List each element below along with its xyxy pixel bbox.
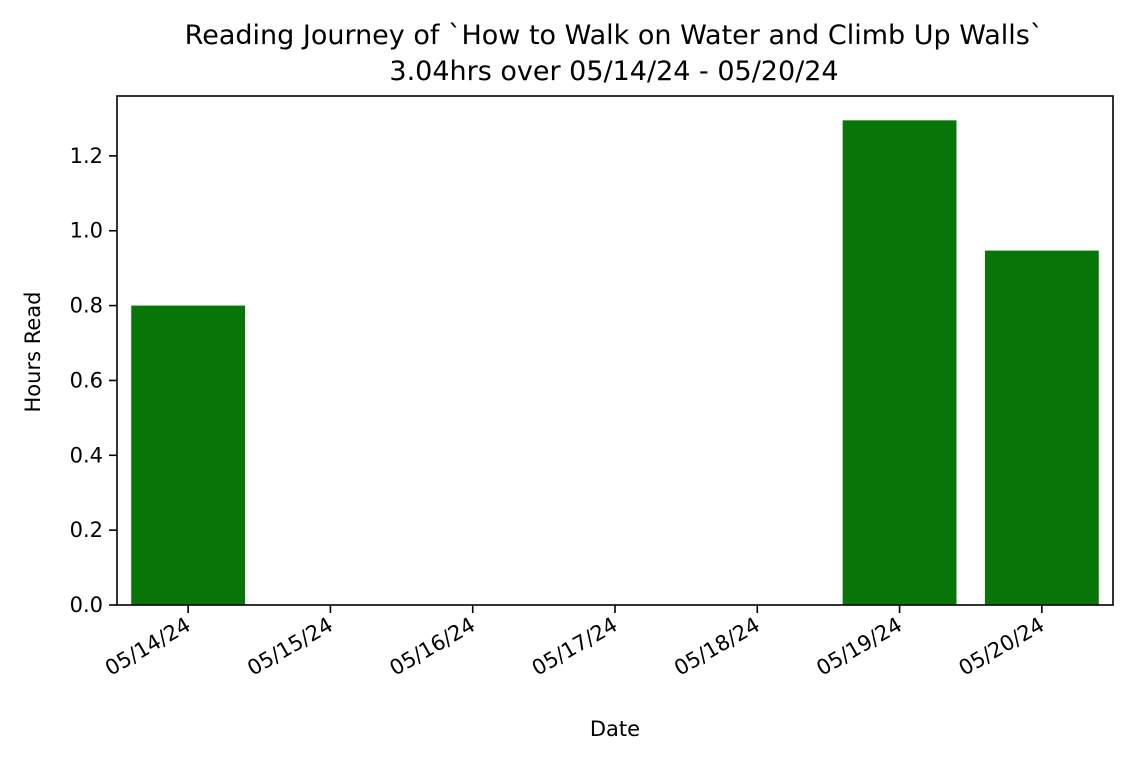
plot-frame <box>116 95 1114 606</box>
chart-subtitle: 3.04hrs over 05/14/24 - 05/20/24 <box>389 56 838 87</box>
x-tick-label: 05/18/24 <box>670 613 764 681</box>
y-tick-label: 0.0 <box>70 593 103 617</box>
bar-05-19-24 <box>842 120 957 605</box>
y-axis-label: Hours Read <box>21 292 45 413</box>
x-tick-label: 05/14/24 <box>101 613 195 681</box>
chart-title: Reading Journey of `How to Walk on Water… <box>185 20 1044 51</box>
bars-group <box>131 120 1099 605</box>
y-tick-label: 0.6 <box>70 368 103 392</box>
x-tick-label: 05/15/24 <box>243 613 337 681</box>
bar-05-14-24 <box>131 305 246 605</box>
x-tick-label: 05/19/24 <box>812 613 906 681</box>
x-tick-label: 05/17/24 <box>528 613 622 681</box>
y-tick-label: 0.8 <box>70 294 103 318</box>
y-tick-label: 1.2 <box>70 144 103 168</box>
y-tick-label: 0.4 <box>70 443 103 467</box>
y-tick-label: 0.2 <box>70 518 103 542</box>
x-tick-label: 05/16/24 <box>386 613 480 681</box>
x-tick-label: 05/20/24 <box>955 613 1049 681</box>
x-axis-label: Date <box>590 717 640 741</box>
bar-05-20-24 <box>984 250 1099 605</box>
y-tick-label: 1.0 <box>70 219 103 243</box>
y-axis: 0.0 0.2 0.4 0.6 0.8 1.0 1.2 <box>70 144 117 617</box>
x-axis: 05/14/24 05/15/24 05/16/24 05/17/24 05/18/24… <box>101 605 1048 680</box>
